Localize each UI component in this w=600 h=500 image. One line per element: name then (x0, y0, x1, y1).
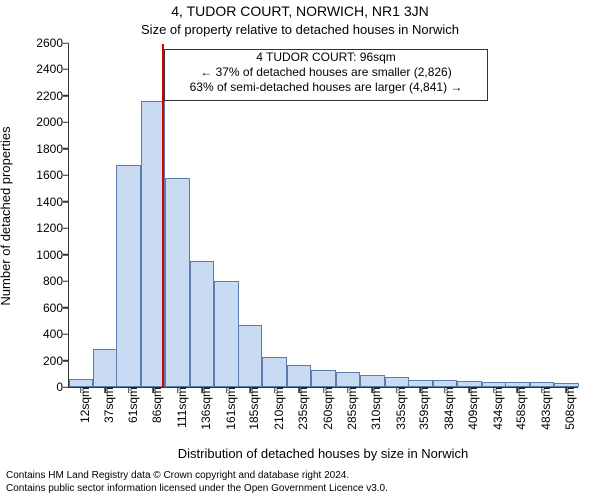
info-line-3: 63% of semi-detached houses are larger (… (165, 80, 487, 95)
x-tick-label: 12sqm (70, 387, 92, 423)
y-axis-label: Number of detached properties (0, 126, 13, 305)
x-tick-label: 335sqm (386, 387, 408, 430)
histogram-bar (116, 165, 140, 387)
histogram-bar (311, 370, 335, 387)
y-tick-label: 2400 (36, 62, 69, 76)
x-tick-label: 111sqm (167, 387, 189, 428)
y-tick-label: 1600 (36, 168, 69, 182)
x-tick-label: 37sqm (94, 387, 116, 423)
y-tick-label: 800 (43, 274, 69, 288)
histogram-bar (238, 325, 262, 387)
x-tick-label: 161sqm (216, 387, 238, 430)
histogram-bar (190, 261, 214, 387)
x-tick-label: 384sqm (434, 387, 456, 430)
footer-line-2: Contains public sector information licen… (6, 483, 388, 494)
chart-title: 4, TUDOR COURT, NORWICH, NR1 3JN (0, 3, 600, 19)
y-tick-label: 1800 (36, 142, 69, 156)
histogram-bar (433, 380, 457, 387)
y-tick-label: 2200 (36, 89, 69, 103)
x-tick-label: 285sqm (337, 387, 359, 430)
histogram-bar (214, 281, 238, 387)
plot-area: 0200400600800100012001400160018002000220… (68, 44, 578, 388)
x-axis-label: Distribution of detached houses by size … (178, 446, 468, 461)
histogram-bar (336, 372, 360, 387)
y-tick-label: 1000 (36, 248, 69, 262)
histogram-bar (360, 375, 384, 387)
x-tick-label: 136sqm (191, 387, 213, 430)
footer: Contains HM Land Registry data © Crown c… (6, 470, 594, 495)
x-tick-label: 185sqm (239, 387, 261, 430)
y-tick-label: 400 (43, 327, 69, 341)
histogram-bar (165, 178, 189, 387)
info-line-1: 4 TUDOR COURT: 96sqm (165, 50, 487, 65)
x-tick-label: 458sqm (506, 387, 528, 430)
x-tick-label: 235sqm (288, 387, 310, 430)
x-tick-label: 508sqm (555, 387, 577, 430)
histogram-bar (385, 377, 409, 387)
marker-info-box: 4 TUDOR COURT: 96sqm ← 37% of detached h… (164, 49, 488, 101)
x-tick-label: 61sqm (118, 387, 140, 423)
x-tick-label: 260sqm (313, 387, 335, 430)
x-tick-label: 483sqm (531, 387, 553, 430)
y-tick-label: 200 (43, 354, 69, 368)
histogram-bar (69, 379, 93, 387)
x-tick-label: 359sqm (409, 387, 431, 430)
x-tick-label: 210sqm (264, 387, 286, 430)
y-tick-label: 600 (43, 301, 69, 315)
histogram-bar (287, 365, 311, 387)
y-tick-label: 0 (56, 380, 69, 394)
histogram-bar (93, 349, 117, 387)
figure: 4, TUDOR COURT, NORWICH, NR1 3JN Size of… (0, 0, 600, 500)
y-tick-label: 1400 (36, 195, 69, 209)
x-tick-label: 434sqm (483, 387, 505, 430)
x-tick-label: 86sqm (142, 387, 164, 423)
y-tick-label: 2600 (36, 36, 69, 50)
info-line-2: ← 37% of detached houses are smaller (2,… (165, 65, 487, 80)
x-tick-label: 310sqm (361, 387, 383, 430)
histogram-bar (262, 357, 286, 387)
footer-line-1: Contains HM Land Registry data © Crown c… (6, 470, 349, 481)
x-tick-label: 409sqm (458, 387, 480, 430)
chart-subtitle: Size of property relative to detached ho… (0, 22, 600, 37)
y-tick-label: 2000 (36, 115, 69, 129)
y-tick-label: 1200 (36, 221, 69, 235)
histogram-bar (408, 380, 432, 387)
